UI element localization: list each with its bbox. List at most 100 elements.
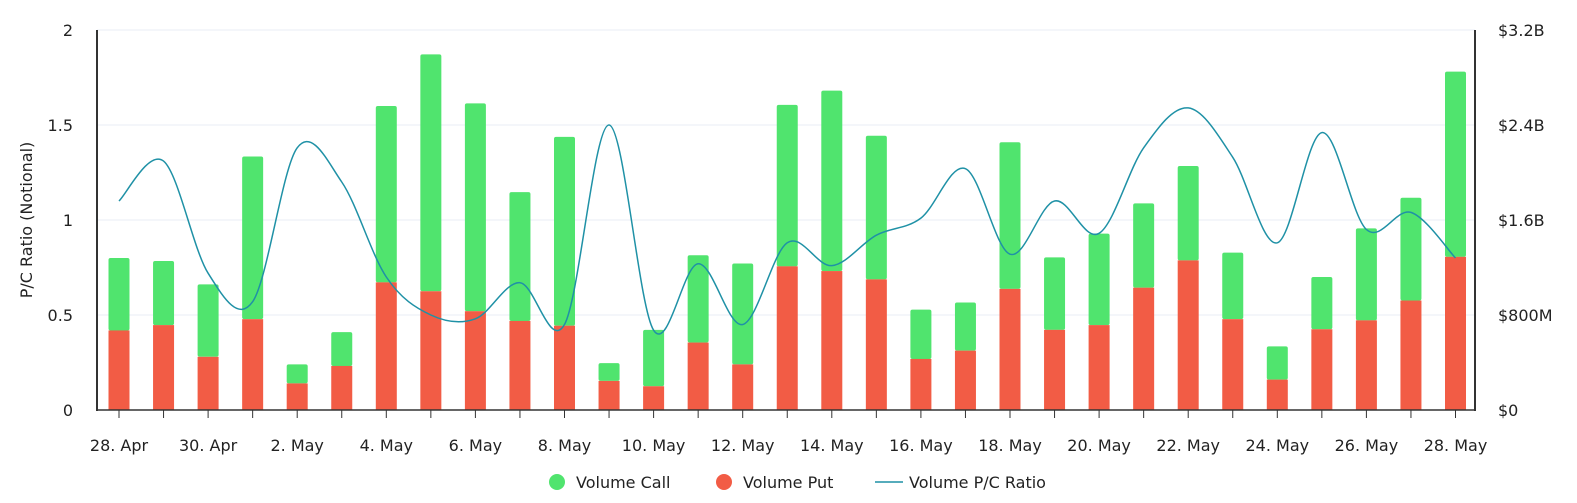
legend-label-0: Volume Call (576, 473, 670, 492)
bar-put-24 (1177, 260, 1199, 410)
right-tick-3: $2.4B (1498, 116, 1545, 135)
x-tick-14: 26. May (1335, 436, 1399, 455)
bar-put-18 (910, 358, 932, 410)
bar-put-27 (1311, 329, 1333, 410)
bar-put-0 (108, 330, 130, 410)
x-tick-2: 2. May (270, 436, 323, 455)
bar-put-17 (865, 279, 887, 410)
left-tick-3: 1.5 (48, 116, 73, 135)
bar-call-13 (687, 255, 709, 343)
x-tick-labels: 28. Apr 30. Apr 2. May 4. May 6. May 8. May 10… (90, 436, 1487, 455)
bar-call-27 (1311, 277, 1333, 330)
legend-swatch-0 (549, 474, 565, 490)
bar-call-7 (420, 54, 442, 292)
bar-put-19 (954, 350, 976, 410)
left-tick-0: 0 (63, 401, 73, 420)
bar-call-10 (554, 136, 575, 326)
x-tick-10: 18. May (978, 436, 1042, 455)
left-tick-4: 2 (63, 21, 73, 40)
bar-call-30 (1445, 71, 1466, 257)
y-axis-title: P/C Ratio (Notional) (17, 142, 36, 299)
bar-call-28 (1355, 228, 1377, 321)
bar-put-8 (464, 311, 486, 410)
legend-label-ratio: Volume P/C Ratio (909, 473, 1046, 492)
x-tick-1: 30. Apr (179, 436, 238, 455)
left-tick-2: 1 (63, 211, 73, 230)
left-tick-1: 0.5 (48, 306, 73, 325)
bar-call-9 (509, 192, 531, 321)
bar-call-1 (153, 260, 175, 326)
bar-call-16 (821, 90, 843, 272)
x-tick-3: 4. May (360, 436, 413, 455)
bar-call-5 (331, 332, 353, 366)
legend: Volume Call Volume Put Volume P/C Ratio (549, 473, 1046, 492)
bar-call-3 (242, 156, 264, 320)
bar-call-8 (464, 103, 486, 312)
x-tick-4: 6. May (449, 436, 502, 455)
bar-put-10 (554, 325, 575, 410)
legend-swatch-1 (716, 474, 732, 490)
x-tick-6: 10. May (622, 436, 686, 455)
bar-put-15 (776, 266, 798, 410)
ratio-line-path (118, 107, 1457, 335)
bars (108, 54, 1466, 410)
x-tick-7: 12. May (711, 436, 775, 455)
ratio-line (118, 107, 1457, 335)
x-tick-8: 14. May (800, 436, 864, 455)
x-tick-5: 8. May (538, 436, 591, 455)
bar-put-11 (598, 380, 620, 410)
bar-call-2 (197, 284, 219, 357)
bar-put-20 (999, 288, 1021, 410)
bar-put-1 (153, 325, 175, 410)
bar-call-21 (1044, 257, 1066, 330)
bar-put-21 (1044, 329, 1066, 410)
bar-put-2 (197, 356, 219, 410)
right-tick-4: $3.2B (1498, 21, 1545, 40)
bar-put-4 (286, 383, 308, 410)
bar-call-0 (108, 258, 130, 331)
bar-put-5 (331, 365, 353, 410)
bar-call-26 (1266, 346, 1288, 380)
bar-put-26 (1266, 379, 1288, 410)
right-tick-2: $1.6B (1498, 211, 1545, 230)
bar-put-29 (1400, 300, 1422, 410)
x-tick-12: 22. May (1156, 436, 1220, 455)
bar-put-12 (643, 386, 665, 410)
bar-put-23 (1133, 287, 1155, 410)
bar-put-28 (1355, 320, 1377, 410)
bar-call-24 (1177, 165, 1199, 261)
bar-call-25 (1222, 252, 1244, 320)
bar-put-30 (1445, 256, 1466, 410)
x-tick-11: 20. May (1067, 436, 1131, 455)
bar-put-13 (687, 342, 709, 410)
bar-put-14 (732, 364, 754, 410)
right-tick-1: $800M (1498, 306, 1553, 325)
axes (96, 30, 1476, 418)
bar-call-19 (954, 302, 976, 351)
bar-put-6 (375, 282, 397, 410)
x-tick-9: 16. May (889, 436, 953, 455)
bar-call-22 (1088, 233, 1110, 326)
bar-call-17 (865, 135, 887, 280)
bar-put-9 (509, 320, 531, 410)
bar-put-22 (1088, 325, 1110, 410)
bar-call-4 (286, 364, 308, 384)
right-tick-0: $0 (1498, 401, 1518, 420)
x-tick-13: 24. May (1245, 436, 1309, 455)
bar-call-23 (1133, 203, 1155, 288)
bar-put-7 (420, 291, 442, 410)
bar-put-3 (242, 319, 264, 410)
bar-call-6 (375, 106, 397, 283)
x-tick-0: 28. Apr (90, 436, 149, 455)
bar-put-16 (821, 271, 843, 410)
x-tick-15: 28. May (1424, 436, 1488, 455)
bar-call-20 (999, 142, 1021, 289)
bar-call-29 (1400, 197, 1422, 301)
bar-call-18 (910, 309, 932, 359)
bar-call-15 (776, 104, 798, 267)
legend-label-1: Volume Put (743, 473, 833, 492)
bar-call-11 (598, 363, 620, 381)
bar-call-14 (732, 263, 754, 365)
bar-call-12 (643, 329, 665, 387)
